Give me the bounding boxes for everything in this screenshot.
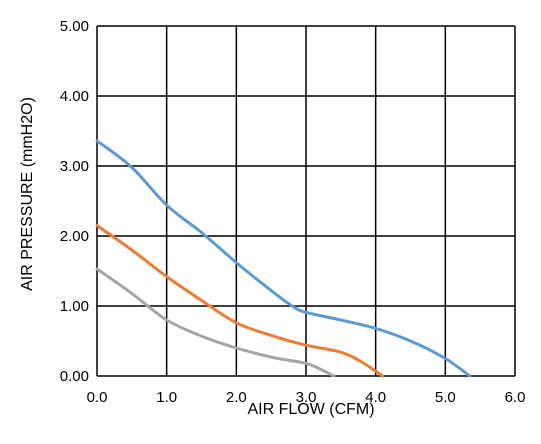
y-tick-label: 4.00 — [60, 88, 89, 105]
y-tick-label: 3.00 — [60, 158, 89, 175]
series-line-gray — [95, 267, 336, 378]
tick-labels: 0.0 1.0 2.0 3.0 4.0 5.0 6.0 0.00 1.00 2.00 3.00 4.0… — [60, 18, 526, 406]
x-tick-label: 4.0 — [365, 389, 386, 406]
y-tick-label: 1.00 — [60, 298, 89, 315]
x-tick-label: 1.0 — [156, 389, 177, 406]
y-tick-label: 0.00 — [60, 368, 89, 385]
x-tick-label: 3.0 — [296, 389, 317, 406]
x-tick-label: 0.0 — [87, 389, 108, 406]
y-tick-label: 2.00 — [60, 228, 89, 245]
x-tick-label: 2.0 — [226, 389, 247, 406]
series-line-orange — [95, 224, 385, 378]
series-line-blue — [95, 139, 472, 378]
y-axis-label: AIR PRESSURE (mmH2O) — [19, 97, 36, 291]
x-axis-label: AIR FLOW (CFM) — [247, 401, 374, 418]
x-tick-label: 6.0 — [505, 389, 526, 406]
grid — [96, 25, 516, 377]
y-tick-label: 5.00 — [60, 18, 89, 35]
x-tick-label: 5.0 — [435, 389, 456, 406]
series-lines — [95, 139, 472, 378]
